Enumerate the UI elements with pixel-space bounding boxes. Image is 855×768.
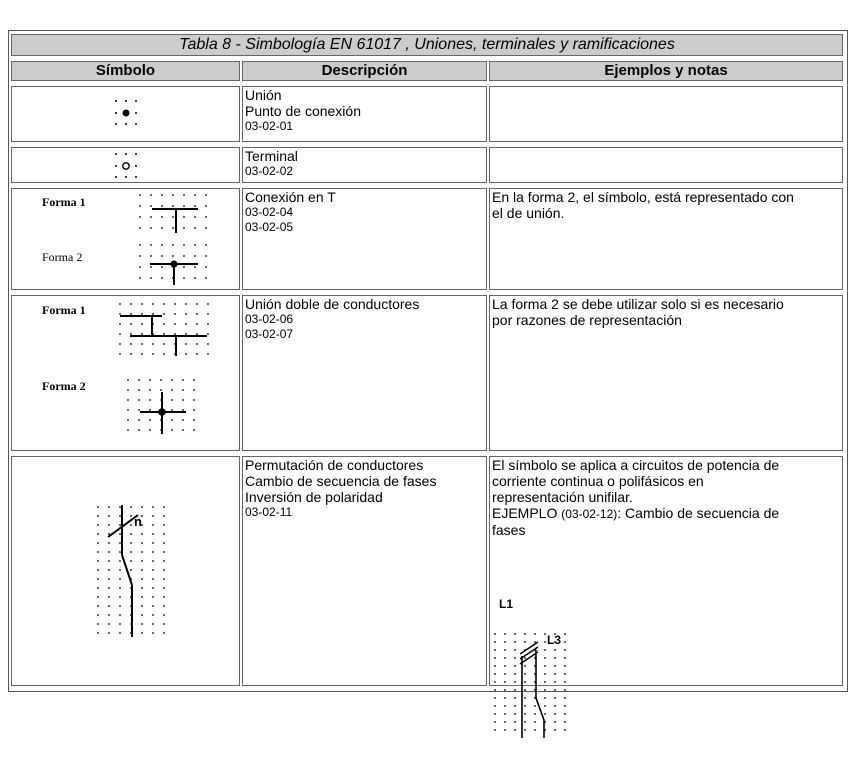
row1-notes <box>489 86 843 142</box>
table-row: Forma 1 Forma 2 <box>11 188 240 290</box>
symbol-code: 03-02-05 <box>245 220 294 234</box>
description-line: Terminal <box>245 148 298 164</box>
symbol-code: 03-02-04 <box>245 205 294 219</box>
conductor-permutation-icon <box>97 505 165 637</box>
description-line: Permutación de conductores <box>245 457 424 473</box>
junction-dot-icon <box>115 100 137 125</box>
table-row: n <box>11 456 240 686</box>
table-row <box>11 86 240 142</box>
description-line: Cambio de secuencia de fases <box>245 473 437 489</box>
forma-label: Forma 1 <box>42 195 86 209</box>
symbol-code: 03-02-06 <box>245 312 294 326</box>
description-line: Conexión en T <box>245 189 336 205</box>
note-line: La forma 2 se debe utilizar solo si es n… <box>492 296 784 312</box>
row5-description: Permutación de conductores Cambio de sec… <box>242 456 487 686</box>
label-l3: L3 <box>547 633 562 647</box>
symbol-code: 03-02-11 <box>245 505 293 519</box>
symbol-code: 03-02-01 <box>245 119 294 133</box>
forma-label: Forma 2 <box>42 250 83 264</box>
row1-description: Unión Punto de conexión 03-02-01 <box>242 86 487 142</box>
example-text: : Cambio de secuencia de <box>617 505 780 521</box>
description-line: Punto de conexión <box>245 103 361 119</box>
table-title: Tabla 8 - Simbología EN 61017 , Uniones,… <box>11 34 843 56</box>
description-line: Unión <box>245 87 282 103</box>
t-connection-icon <box>139 194 207 285</box>
header-descripcion: Descripción <box>242 61 487 81</box>
note-line: corriente continua o polifásicos en <box>492 473 704 489</box>
phase-sequence-example-icon <box>494 633 566 738</box>
note-line: representación unifilar. <box>492 489 633 505</box>
note-line: por razones de representación <box>492 312 682 328</box>
table-row: Forma 1 Forma 2 <box>11 295 240 451</box>
row3-notes: En la forma 2, el símbolo, está represen… <box>489 188 843 290</box>
forma-label: Forma 2 <box>42 379 86 393</box>
description-line: Inversión de polaridad <box>245 489 383 505</box>
table-row <box>11 147 240 183</box>
terminal-circle-icon <box>115 153 137 178</box>
example-prefix: EJEMPLO <box>492 505 558 521</box>
example-line: EJEMPLO (03-02-12): Cambio de secuencia … <box>492 505 842 522</box>
forma-label: Forma 1 <box>42 303 86 317</box>
symbol-code: 03-02-02 <box>245 164 294 178</box>
example-code: (03-02-12) <box>561 507 618 521</box>
header-ejemplos: Ejemplos y notas <box>489 61 843 81</box>
header-simbolo: Símbolo <box>11 61 240 81</box>
symbol-n-label: n <box>134 514 142 529</box>
label-l1: L1 <box>499 597 514 611</box>
row4-description: Unión doble de conductores 03-02-06 03-0… <box>242 295 487 451</box>
note-line: el de unión. <box>492 205 565 221</box>
note-line: El símbolo se aplica a circuitos de pote… <box>492 457 780 473</box>
row2-notes <box>489 147 843 183</box>
symbol-code: 03-02-07 <box>245 327 294 341</box>
note-line: En la forma 2, el símbolo, está represen… <box>492 189 794 205</box>
row5-notes: El símbolo se aplica a circuitos de pote… <box>489 456 843 738</box>
row4-notes: La forma 2 se debe utilizar solo si es n… <box>489 295 843 451</box>
description-line: Unión doble de conductores <box>245 296 420 312</box>
double-junction-icon <box>119 303 209 434</box>
row2-description: Terminal 03-02-02 <box>242 147 487 183</box>
row3-description: Conexión en T 03-02-04 03-02-05 <box>242 188 487 290</box>
example-line-2: fases <box>492 522 526 538</box>
